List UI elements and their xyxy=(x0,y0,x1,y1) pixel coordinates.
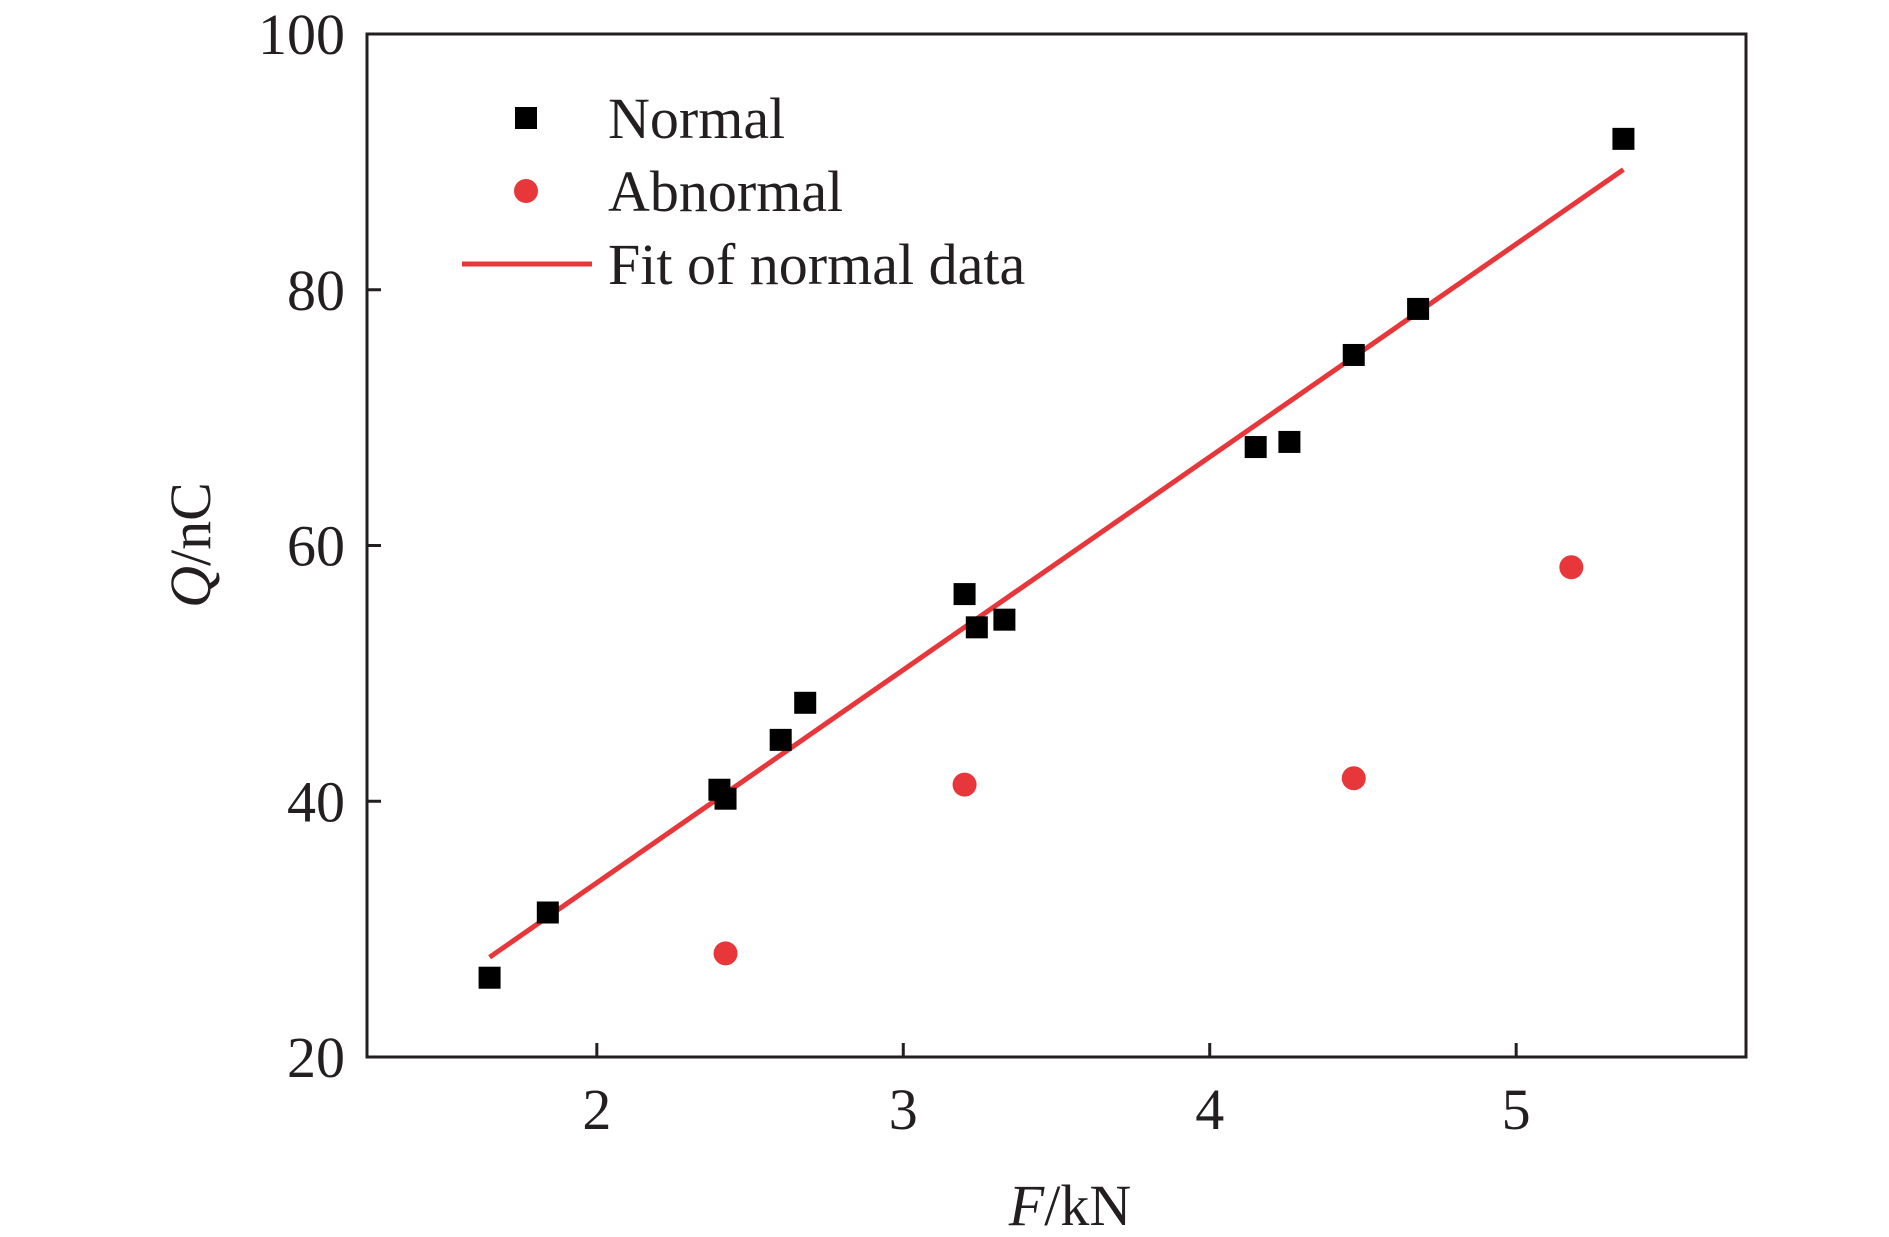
legend-normal-swatch xyxy=(515,107,537,129)
y-axis-label: Q/nC xyxy=(158,482,223,608)
x-axis-label: F/kN xyxy=(1008,1173,1131,1237)
normal-point xyxy=(953,583,976,606)
legend-label: Normal xyxy=(608,86,785,151)
normal-point xyxy=(714,787,737,810)
normal-point xyxy=(1342,343,1365,366)
legend-label: Abnormal xyxy=(608,159,843,224)
y-tick-label: 40 xyxy=(287,769,345,834)
normal-point xyxy=(478,966,501,989)
abnormal-point xyxy=(1341,766,1366,791)
normal-point xyxy=(965,616,988,639)
y-tick-label: 80 xyxy=(287,258,345,323)
data-marks xyxy=(478,127,1635,989)
x-tick-label: 5 xyxy=(1502,1077,1531,1142)
y-tick-label: 60 xyxy=(287,514,345,579)
abnormal-point xyxy=(713,941,738,966)
abnormal-point xyxy=(1559,555,1584,580)
normal-point xyxy=(769,728,792,751)
plot-area xyxy=(365,32,1748,1059)
y-axis: 20 40 60 80 100 xyxy=(258,2,381,1090)
normal-point xyxy=(1612,127,1635,150)
normal-point xyxy=(993,608,1016,631)
normal-point xyxy=(1407,297,1430,320)
fit-line xyxy=(488,167,1625,960)
x-tick-label: 4 xyxy=(1195,1077,1224,1142)
x-tick-label: 2 xyxy=(582,1077,611,1142)
normal-point xyxy=(794,691,817,714)
normal-point xyxy=(1244,436,1267,459)
y-tick-label: 20 xyxy=(287,1025,345,1090)
x-axis-unit: /kN xyxy=(1044,1173,1131,1237)
y-tick-label: 100 xyxy=(258,2,345,67)
y-axis-symbol: Q xyxy=(158,566,223,608)
legend: Normal Abnormal Fit of normal data xyxy=(462,86,1025,297)
x-axis: 2 3 4 5 xyxy=(582,1043,1531,1142)
y-axis-unit: /nC xyxy=(158,482,223,566)
legend-abnormal-swatch xyxy=(514,179,538,203)
x-tick-label: 3 xyxy=(889,1077,918,1142)
x-axis-symbol: F xyxy=(1008,1173,1045,1237)
abnormal-point xyxy=(952,772,977,797)
normal-point xyxy=(1278,430,1301,453)
normal-point xyxy=(536,901,559,924)
legend-label: Fit of normal data xyxy=(608,232,1025,297)
